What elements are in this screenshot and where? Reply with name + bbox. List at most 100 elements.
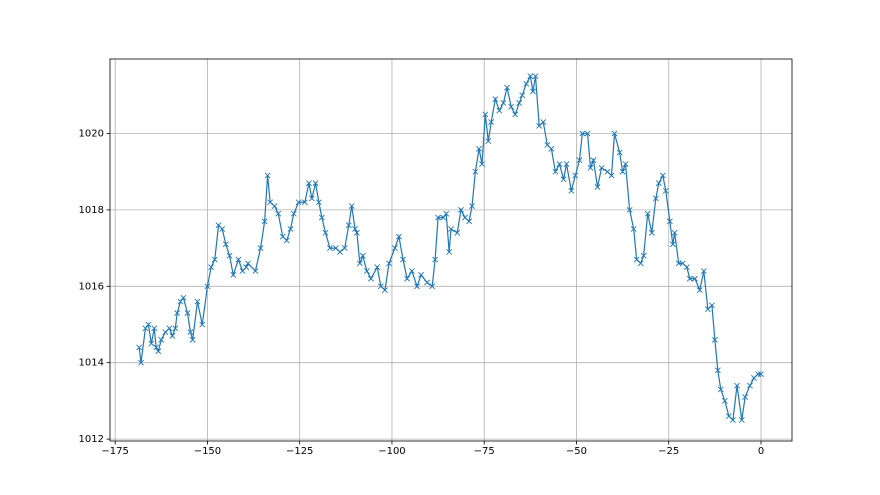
data-point [252, 268, 259, 274]
data-point [155, 348, 162, 355]
y-tick-label: 1014 [79, 358, 104, 369]
data-point [264, 172, 271, 179]
y-tick-label: 1018 [79, 205, 104, 216]
data-point [662, 187, 669, 194]
data-point [194, 298, 201, 305]
data-point [572, 172, 579, 179]
data-point [711, 336, 718, 343]
data-point [590, 157, 597, 164]
data-point [482, 111, 489, 118]
data-point [180, 294, 187, 301]
data-point [472, 168, 479, 175]
x-tick-label: 0 [758, 446, 764, 457]
data-point [435, 214, 442, 221]
data-point [466, 218, 473, 225]
data-point [226, 252, 233, 259]
data-point [563, 161, 570, 167]
data-point [594, 184, 601, 190]
data-point [312, 180, 319, 187]
data-point [619, 168, 626, 175]
data-point [348, 203, 355, 209]
data-point [153, 344, 160, 351]
data-point [655, 180, 662, 187]
data-point [519, 92, 526, 99]
data-point [508, 103, 515, 110]
data-point [611, 130, 618, 137]
data-point [432, 256, 439, 263]
x-tick-label: −25 [658, 446, 679, 457]
data-point [219, 226, 226, 232]
data-point [443, 210, 450, 217]
data-point [353, 229, 360, 236]
data-point [418, 271, 425, 278]
data-point [446, 248, 453, 255]
data-point [512, 111, 519, 118]
data-point [142, 325, 149, 332]
data-point [429, 283, 436, 290]
data-point [504, 84, 511, 91]
data-point [352, 226, 358, 232]
data-point [738, 417, 745, 423]
data-point [136, 344, 143, 351]
data-point [479, 161, 485, 167]
data-point [189, 336, 196, 343]
data-point [587, 164, 594, 171]
data-point [686, 275, 693, 282]
data-point [622, 161, 629, 167]
data-point [363, 268, 370, 274]
data-point [666, 218, 673, 225]
data-point [579, 130, 586, 137]
data-point [145, 321, 152, 328]
data-point [669, 241, 676, 248]
data-point [204, 283, 211, 290]
data-point [758, 371, 764, 378]
data-point [576, 157, 583, 164]
data-point [440, 214, 447, 221]
data-point [315, 199, 322, 206]
data-point [235, 256, 242, 263]
data-point [556, 161, 563, 167]
data-point [523, 80, 530, 87]
x-tick-label: −125 [286, 446, 313, 457]
data-point [454, 229, 461, 236]
data-point [742, 394, 749, 400]
data-point [648, 229, 655, 236]
y-tick-label: 1012 [79, 434, 104, 445]
data-point [184, 310, 191, 316]
data-point [169, 333, 176, 339]
x-tick-label: −75 [474, 446, 495, 457]
data-point [730, 417, 736, 423]
data-point [174, 310, 181, 316]
data-point [243, 264, 250, 271]
data-point [341, 245, 348, 252]
data-point [500, 100, 507, 106]
data-point [187, 329, 194, 336]
data-point [516, 100, 523, 106]
data-point [714, 367, 721, 374]
data-point [257, 245, 264, 252]
data-line [138, 74, 761, 422]
data-point [295, 199, 302, 206]
data-point [230, 271, 237, 278]
data-point [630, 226, 637, 232]
data-point [199, 321, 206, 328]
data-point [540, 119, 547, 125]
data-point [356, 260, 363, 267]
data-point [598, 164, 605, 171]
data-point [271, 203, 278, 209]
data-point [374, 264, 381, 271]
data-point [414, 283, 420, 290]
data-point [148, 340, 155, 347]
data-point [640, 252, 647, 259]
data-point [721, 397, 728, 404]
data-point [345, 222, 352, 229]
data-point [301, 199, 308, 206]
data-point [626, 206, 633, 213]
data-point [275, 210, 282, 217]
data-point [644, 210, 651, 217]
data-point [359, 252, 366, 259]
data-point [708, 302, 715, 309]
data-point [211, 256, 218, 263]
data-point [683, 264, 690, 271]
data-point [548, 145, 555, 152]
